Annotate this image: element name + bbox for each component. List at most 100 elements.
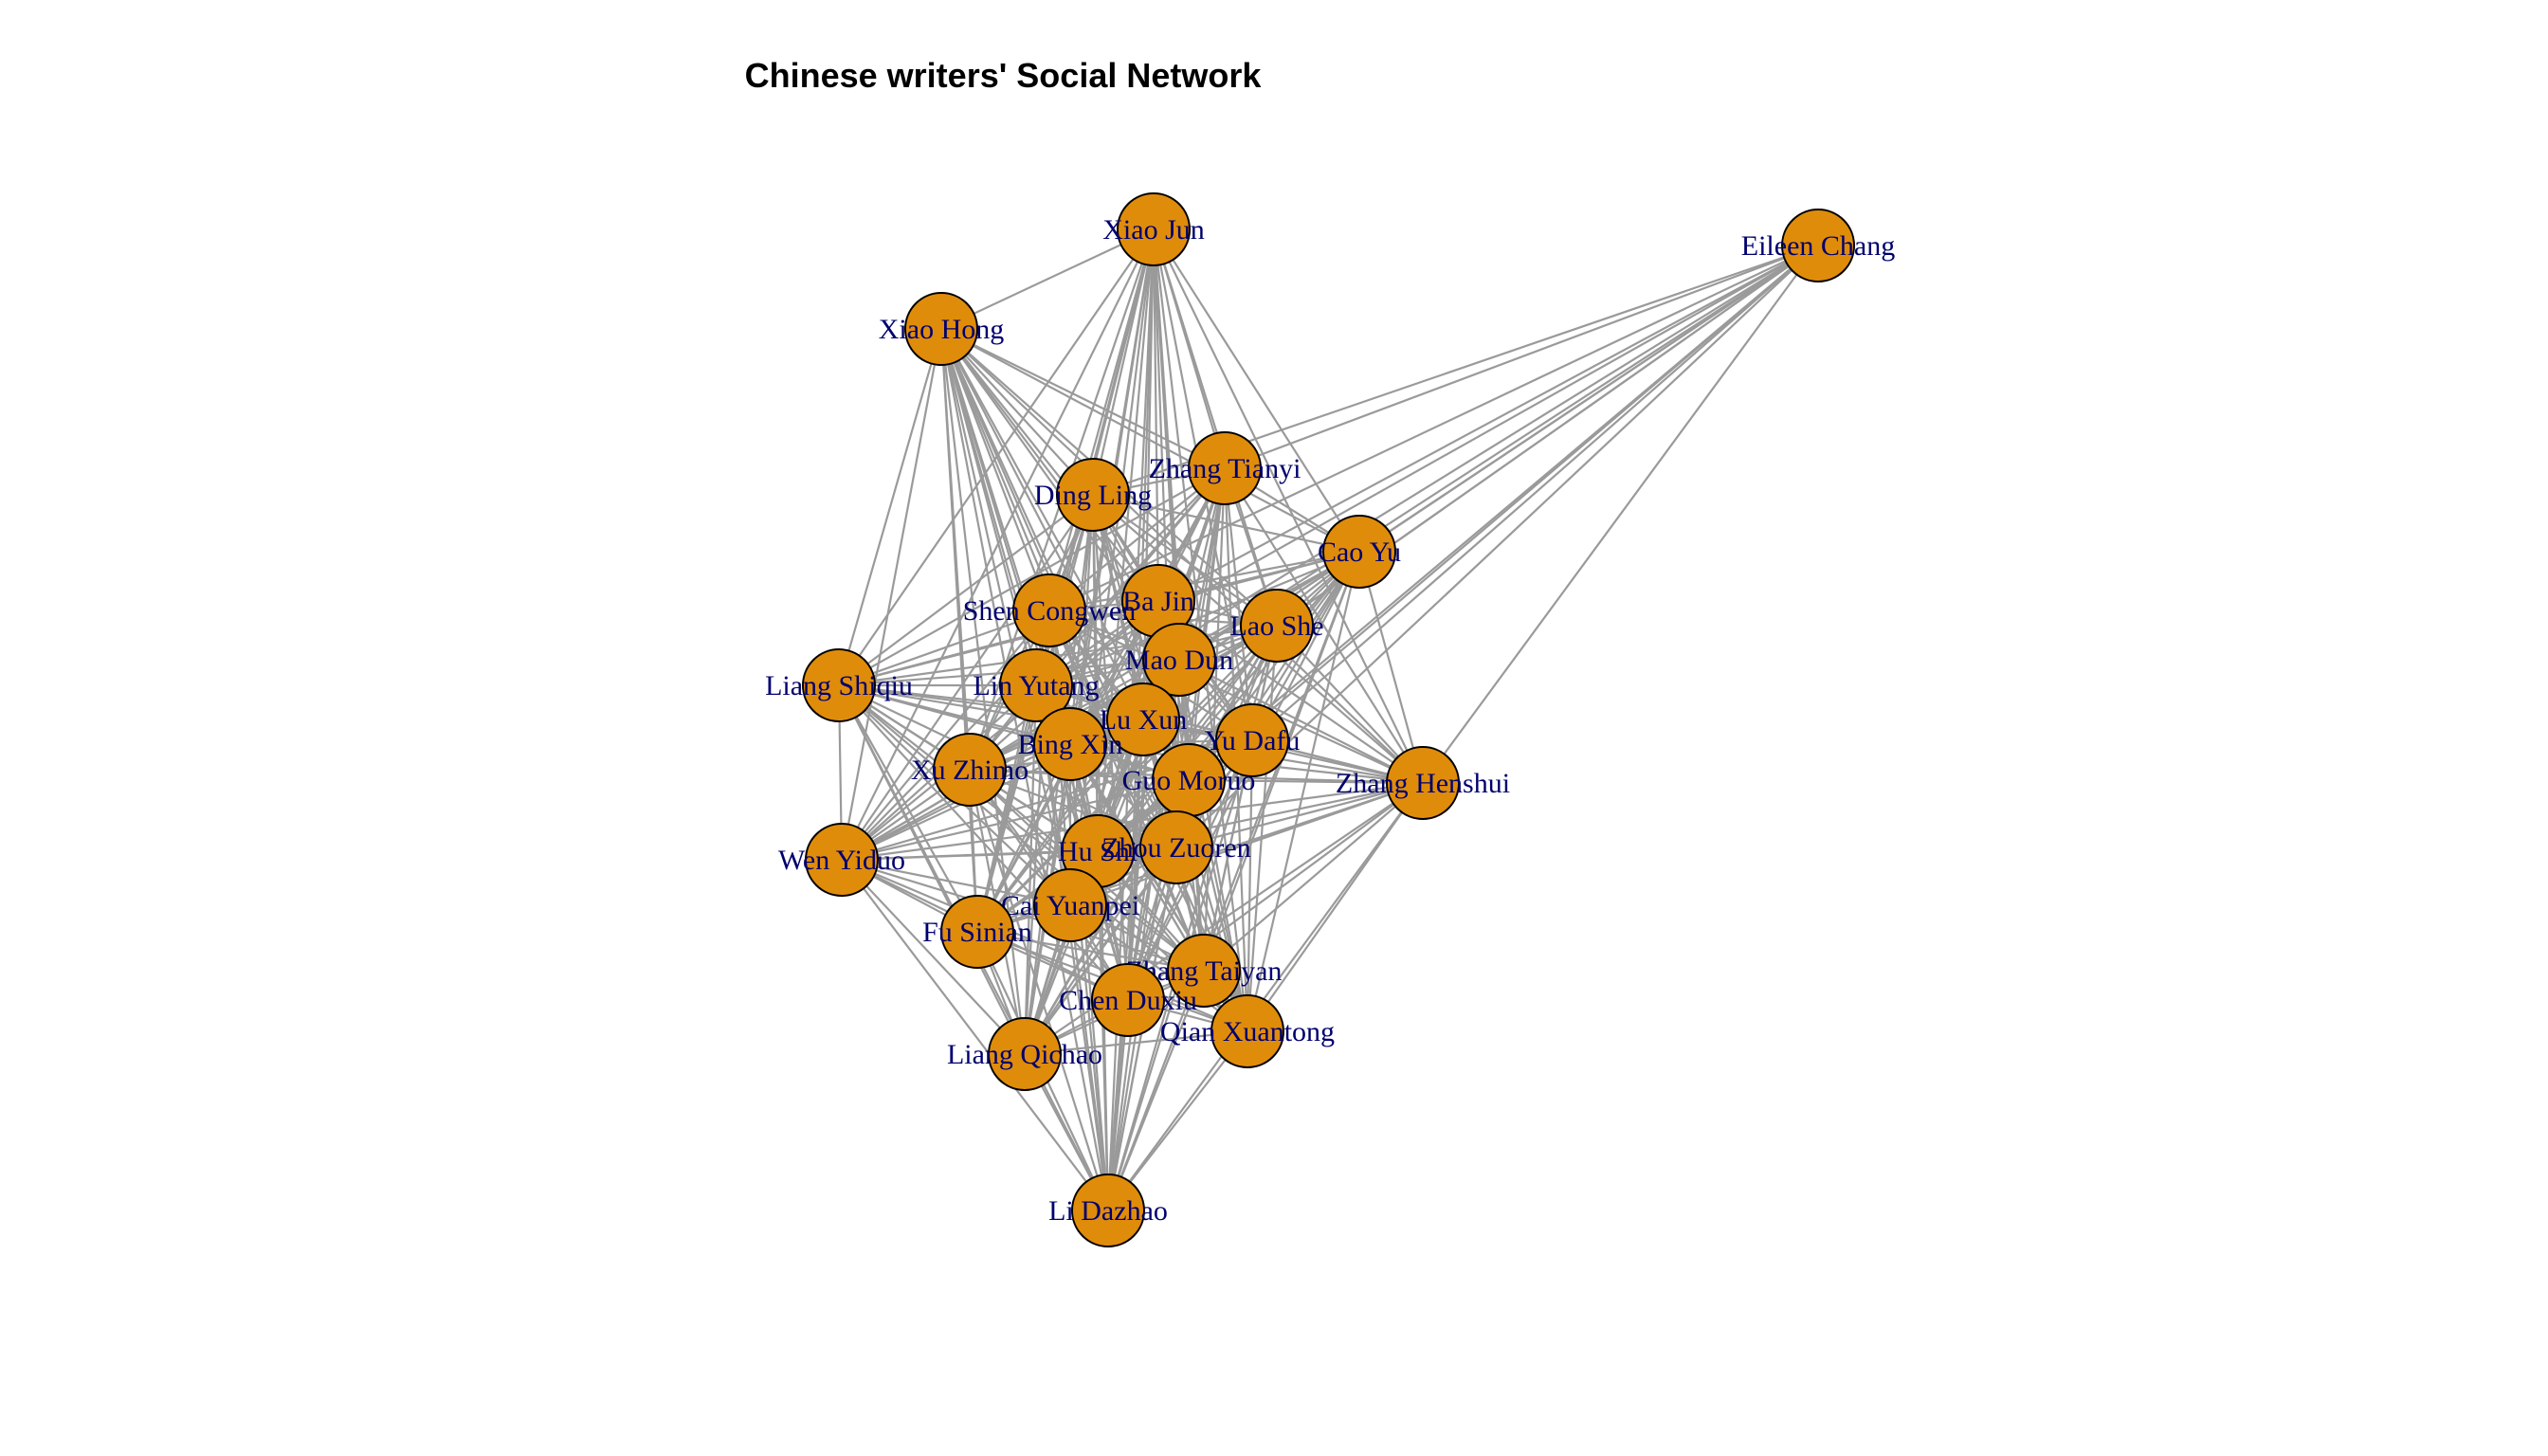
node-label-ba-jin: Ba Jin	[1122, 586, 1194, 617]
node-liang-shiqiu: Liang Shiqiu	[765, 648, 913, 722]
node-circle-xiao-jun	[1117, 192, 1191, 266]
edge-zhang-henshui-zhang-taiyan	[1203, 782, 1424, 972]
edge-wen-yiduo-li-dazhao	[841, 859, 1109, 1211]
edge-wen-yiduo-cai-yuanpei	[841, 858, 1071, 907]
node-label-fu-sinian: Fu Sinian	[922, 917, 1032, 948]
node-circle-wen-yiduo	[805, 823, 879, 897]
node-circle-zhang-taiyan	[1167, 934, 1241, 1008]
node-lu-xun: Lu Xun	[1100, 682, 1188, 756]
node-circle-xu-zhimo	[933, 733, 1007, 807]
edge-liang-shiqiu-fu-sinian	[838, 684, 978, 933]
node-guo-moruo: Guo Moruo	[1122, 743, 1255, 817]
node-circle-liang-shiqiu	[802, 648, 876, 722]
edge-cao-yu-shen-congwen	[1048, 550, 1360, 612]
node-circle-xiao-hong	[904, 292, 978, 366]
edge-xiao-jun-cao-yu	[1153, 228, 1360, 553]
node-label-liang-qichao: Liang Qichao	[947, 1039, 1102, 1070]
edge-xiao-jun-lao-she	[1152, 228, 1279, 627]
node-zhou-zuoren: Zhou Zuoren	[1101, 810, 1251, 884]
node-label-shen-congwen: Shen Congwen	[963, 595, 1137, 627]
edge-xiao-hong-liang-shiqiu	[837, 328, 943, 686]
node-bing-xin: Bing Xin	[1018, 707, 1123, 781]
edge-liang-shiqiu-guo-moruo	[838, 683, 1190, 782]
edge-ding-ling-chen-duxiu	[1091, 494, 1130, 1001]
edge-xiao-hong-zhang-henshui	[940, 328, 1424, 784]
graph-title: Chinese writers' Social Network	[745, 56, 1263, 95]
node-chen-duxiu: Chen Duxiu	[1059, 963, 1197, 1037]
node-label-liang-shiqiu: Liang Shiqiu	[765, 670, 913, 701]
node-label-lao-she: Lao She	[1229, 610, 1323, 642]
node-zhang-tianyi: Zhang Tianyi	[1149, 431, 1301, 505]
node-circle-li-dazhao	[1071, 1174, 1145, 1247]
edge-xiao-hong-wen-yiduo	[840, 328, 943, 861]
node-liang-qichao: Liang Qichao	[947, 1017, 1102, 1091]
node-ding-ling: Ding Ling	[1034, 458, 1152, 532]
node-circle-mao-dun	[1142, 623, 1216, 697]
node-ba-jin: Ba Jin	[1121, 564, 1195, 638]
node-label-wen-yiduo: Wen Yiduo	[778, 845, 905, 876]
edge-zhang-henshui-liang-qichao	[1024, 782, 1424, 1055]
edge-ding-ling-cao-yu	[1092, 493, 1360, 554]
edge-lao-she-hu-shi	[1097, 625, 1278, 852]
node-label-ding-ling: Ding Ling	[1034, 480, 1152, 511]
node-label-cao-yu: Cao Yu	[1318, 537, 1401, 568]
node-fu-sinian: Fu Sinian	[922, 895, 1032, 969]
node-circle-cai-yuanpei	[1033, 868, 1107, 942]
node-label-xiao-hong: Xiao Hong	[879, 314, 1004, 345]
edge-xiao-hong-fu-sinian	[939, 328, 979, 933]
node-label-cai-yuanpei: Cai Yuanpei	[1001, 890, 1139, 921]
node-label-zhou-zuoren: Zhou Zuoren	[1101, 832, 1250, 864]
edge-eileen-chang-zhang-henshui	[1422, 245, 1819, 784]
edge-xiao-jun-xiao-hong	[940, 228, 1155, 330]
edge-lao-she-qian-xuantong	[1246, 625, 1279, 1032]
node-mao-dun: Mao Dun	[1125, 623, 1233, 697]
edge-zhang-henshui-zhou-zuoren	[1175, 781, 1424, 849]
edge-wen-yiduo-liang-qichao	[841, 859, 1026, 1055]
node-label-qian-xuantong: Qian Xuantong	[1160, 1016, 1335, 1047]
edge-zhou-zuoren-liang-qichao	[1024, 846, 1177, 1055]
node-circle-zhang-tianyi	[1188, 431, 1262, 505]
node-cao-yu: Cao Yu	[1318, 515, 1401, 589]
edge-eileen-chang-shen-congwen	[1048, 245, 1819, 611]
edge-ding-ling-wen-yiduo	[841, 494, 1094, 861]
node-circle-cao-yu	[1322, 515, 1396, 589]
edge-ding-ling-lao-she	[1092, 494, 1278, 627]
node-wen-yiduo: Wen Yiduo	[778, 823, 905, 897]
edge-eileen-chang-ba-jin	[1157, 245, 1819, 602]
node-label-mao-dun: Mao Dun	[1125, 645, 1233, 676]
node-label-xiao-jun: Xiao Jun	[1102, 214, 1205, 246]
edge-xiao-hong-cai-yuanpei	[939, 328, 1072, 906]
node-circle-zhang-henshui	[1386, 746, 1460, 820]
node-label-bing-xin: Bing Xin	[1018, 729, 1123, 760]
node-label-chen-duxiu: Chen Duxiu	[1059, 985, 1197, 1016]
node-label-yu-dafu: Yu Dafu	[1205, 725, 1301, 756]
node-zhang-henshui: Zhang Henshui	[1336, 746, 1510, 820]
edge-xu-zhimo-li-dazhao	[968, 769, 1110, 1211]
edge-yu-dafu-qian-xuantong	[1246, 739, 1254, 1032]
node-xiao-hong: Xiao Hong	[879, 292, 1004, 366]
edge-qian-xuantong-liang-qichao	[1024, 1029, 1248, 1056]
node-circle-qian-xuantong	[1210, 994, 1284, 1068]
edge-shen-congwen-liang-shiqiu	[838, 609, 1050, 687]
node-li-dazhao: Li Dazhao	[1048, 1174, 1168, 1247]
node-hu-shi: Hu Shi	[1058, 814, 1138, 888]
node-label-eileen-chang: Eileen Chang	[1741, 230, 1895, 262]
node-label-li-dazhao: Li Dazhao	[1048, 1195, 1168, 1227]
edge-xiao-hong-li-dazhao	[939, 328, 1110, 1211]
edge-qian-xuantong-li-dazhao	[1107, 1030, 1248, 1211]
edge-zhang-taiyan-li-dazhao	[1106, 970, 1206, 1211]
edge-xiao-jun-ba-jin	[1152, 228, 1160, 602]
edge-xiao-hong-cao-yu	[940, 328, 1360, 553]
node-eileen-chang: Eileen Chang	[1741, 209, 1895, 282]
edge-lin-yutang-fu-sinian	[975, 684, 1038, 933]
node-shen-congwen: Shen Congwen	[963, 573, 1137, 647]
edge-mao-dun-zhang-henshui	[1178, 659, 1424, 784]
edge-zhang-tianyi-shen-congwen	[1048, 467, 1226, 611]
node-label-zhang-henshui: Zhang Henshui	[1336, 768, 1510, 799]
edge-cao-yu-li-dazhao	[1106, 551, 1361, 1211]
edge-eileen-chang-zhang-tianyi	[1224, 244, 1819, 470]
edge-eileen-chang-yu-dafu	[1251, 245, 1819, 741]
node-label-lu-xun: Lu Xun	[1100, 704, 1188, 736]
edge-xiao-hong-zhang-tianyi	[940, 328, 1226, 469]
